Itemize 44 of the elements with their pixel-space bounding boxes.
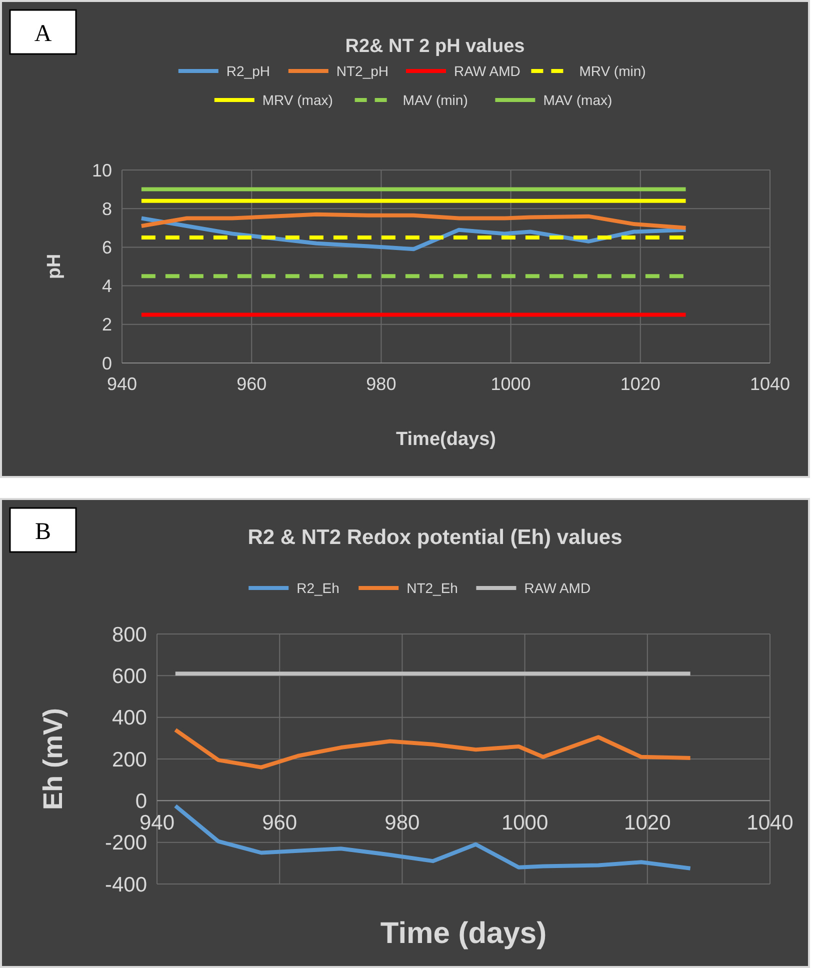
y-tick-label: 0 bbox=[102, 353, 112, 374]
legend-label: RAW AMD bbox=[524, 580, 591, 596]
chart-title: R2 & NT2 Redox potential (Eh) values bbox=[248, 526, 622, 549]
y-axis-title: Eh (mV) bbox=[38, 708, 68, 810]
line-series bbox=[173, 728, 692, 770]
y-tick-label: 200 bbox=[112, 748, 147, 772]
y-tick-label: 800 bbox=[112, 623, 147, 646]
text: B bbox=[34, 519, 52, 545]
legend-label: MAV (max) bbox=[543, 92, 612, 108]
y-tick-label: 10 bbox=[92, 160, 112, 180]
text: A bbox=[34, 21, 52, 47]
legend-label: NT2_Eh bbox=[406, 580, 458, 596]
y-tick-label: 0 bbox=[135, 790, 147, 814]
legend-label: MRV (max) bbox=[262, 92, 333, 108]
y-tick-label: -400 bbox=[104, 873, 147, 896]
y-axis-title: pH bbox=[44, 254, 65, 280]
x-tick-label: 1040 bbox=[750, 374, 790, 394]
line-series bbox=[139, 212, 688, 230]
y-tick-label: 400 bbox=[112, 706, 147, 730]
legend-label: RAW AMD bbox=[454, 63, 520, 79]
x-tick-label: 960 bbox=[236, 374, 267, 394]
x-tick-label: 1000 bbox=[490, 374, 531, 394]
y-tick-label: 6 bbox=[102, 238, 112, 258]
x-tick-label: 980 bbox=[384, 812, 420, 835]
x-axis-title: Time (days) bbox=[380, 917, 547, 950]
x-tick-label: 1020 bbox=[624, 812, 671, 835]
x-tick-label: 1020 bbox=[620, 374, 660, 394]
legend-label: R2_Eh bbox=[296, 580, 340, 596]
legend-label: R2_pH bbox=[226, 63, 270, 79]
legend-label: MRV (min) bbox=[579, 63, 646, 79]
line-series bbox=[173, 804, 692, 870]
x-tick-label: 980 bbox=[366, 374, 396, 394]
legend-label: NT2_pH bbox=[336, 63, 389, 79]
y-tick-label: 600 bbox=[112, 665, 147, 688]
x-axis-title: Time(days) bbox=[396, 429, 496, 450]
y-tick-label: 8 bbox=[102, 198, 112, 219]
x-tick-label: 1040 bbox=[746, 812, 794, 835]
x-tick-label: 1000 bbox=[501, 812, 548, 835]
legend-label: MAV (min) bbox=[402, 92, 468, 108]
y-tick-label: 4 bbox=[102, 276, 112, 296]
chart-title: R2& NT 2 pH values bbox=[345, 36, 525, 57]
y-tick-label: 2 bbox=[102, 314, 112, 335]
x-tick-label: 940 bbox=[106, 374, 138, 394]
x-tick-label: 960 bbox=[262, 812, 298, 835]
